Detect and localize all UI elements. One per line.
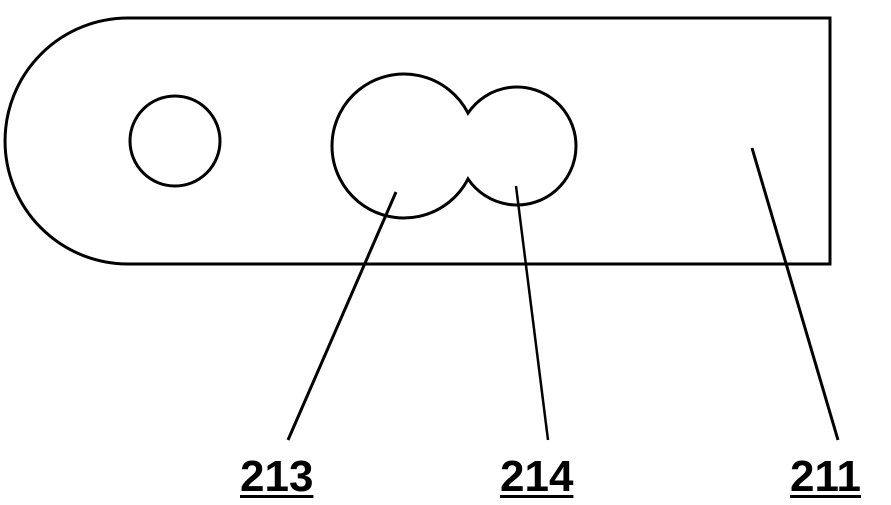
diagram-svg (0, 0, 891, 505)
label-213: 213 (240, 452, 313, 502)
diagram-canvas: 213 214 211 (0, 0, 891, 505)
figure-eight-cutout (332, 74, 576, 218)
leader-214 (516, 186, 548, 440)
label-211: 211 (790, 452, 861, 502)
small-hole (130, 96, 220, 186)
label-214: 214 (500, 452, 573, 502)
leader-213 (288, 192, 396, 440)
leader-211 (752, 148, 838, 440)
